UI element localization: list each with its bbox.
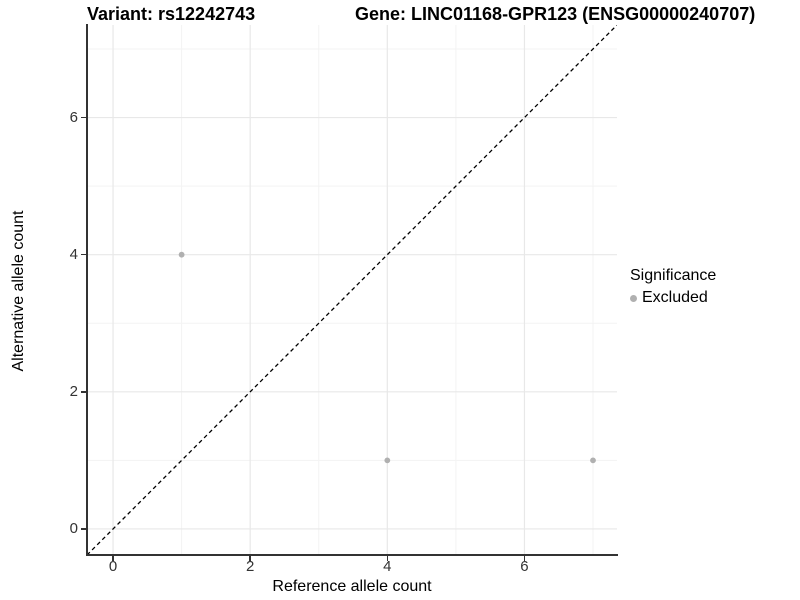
y-tick-mark xyxy=(81,391,86,393)
plot-title-variant: Variant: rs12242743 xyxy=(87,4,256,24)
y-tick-label: 2 xyxy=(69,382,78,400)
legend-item-label: Excluded xyxy=(642,289,708,306)
x-tick-label: 4 xyxy=(383,558,392,575)
x-tick-label: 6 xyxy=(520,558,529,575)
y-tick-mark xyxy=(81,116,86,119)
data-point xyxy=(590,457,596,464)
identity-reference-line xyxy=(87,25,617,555)
y-tick-mark xyxy=(81,528,86,530)
x-tick-label: 2 xyxy=(246,558,255,575)
legend-title: Significance xyxy=(630,267,717,284)
legend: Significance Excluded xyxy=(630,267,716,307)
x-tick-mark xyxy=(249,556,251,561)
plot-title-gene: Gene: LINC01168-GPR123 (ENSG00000240707) xyxy=(355,4,756,24)
x-axis-title: Reference allele count xyxy=(272,578,432,595)
x-tick-label: 0 xyxy=(108,558,118,575)
x-tick-mark xyxy=(523,556,526,561)
x-tick-mark xyxy=(112,556,114,561)
x-axis-line xyxy=(86,554,618,556)
data-point xyxy=(178,251,185,258)
legend-point-icon xyxy=(630,294,637,302)
y-tick-label: 0 xyxy=(69,519,78,537)
y-tick-label: 6 xyxy=(69,108,78,126)
y-axis-title: Alternative allele count xyxy=(10,210,27,372)
legend-item-excluded: Excluded xyxy=(630,289,716,307)
y-tick-mark xyxy=(81,253,86,256)
y-tick-label: 4 xyxy=(69,245,78,263)
plot-panel xyxy=(87,25,617,555)
data-point xyxy=(384,457,391,464)
x-tick-mark xyxy=(386,556,389,561)
scatter-plot-area xyxy=(87,25,617,555)
y-axis-line xyxy=(86,24,88,555)
